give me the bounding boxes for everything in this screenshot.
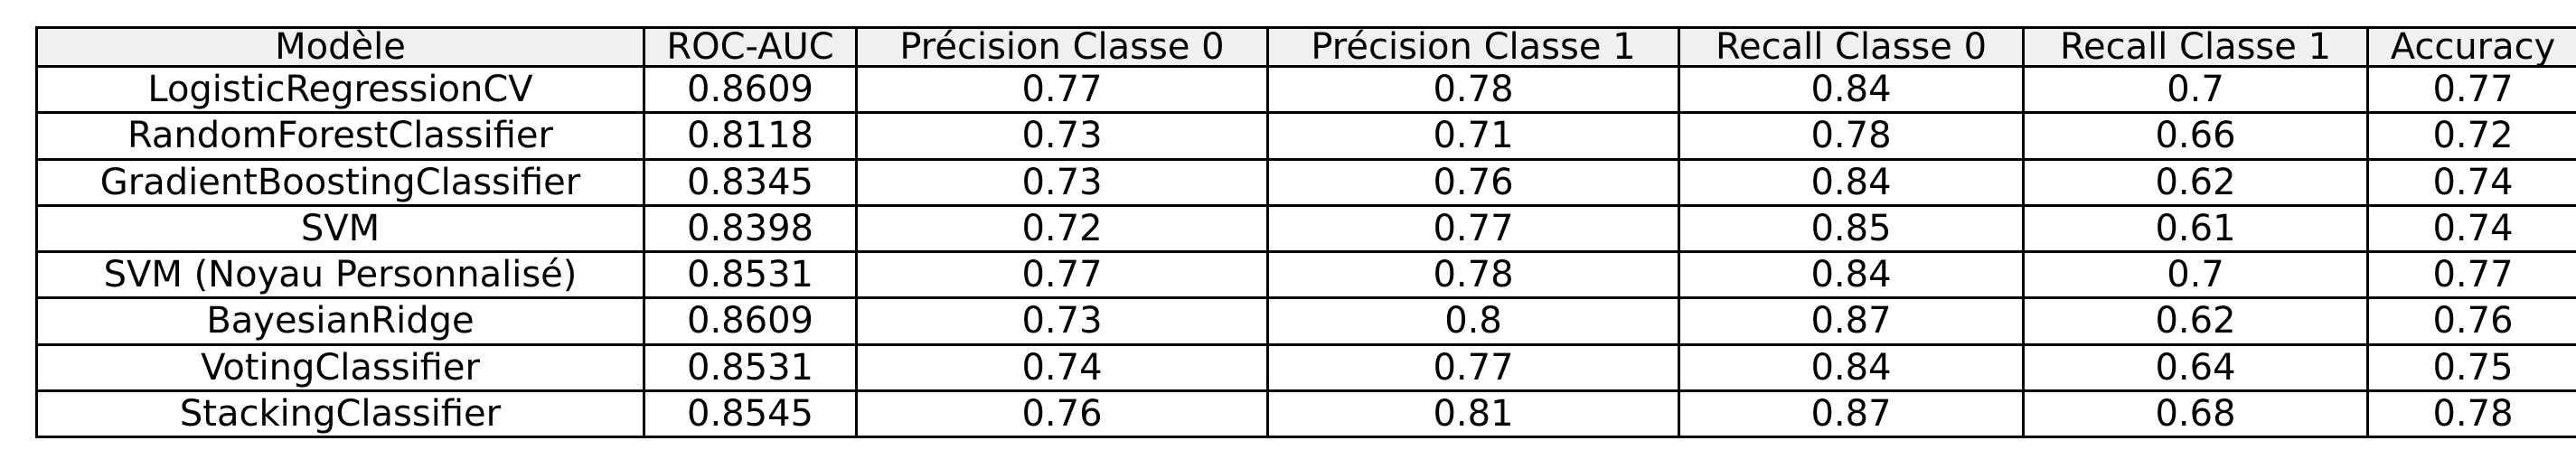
metric-cell-recall-classe-1: 0.62 (2022, 296, 2369, 346)
metric-cell-recall-classe-1: 0.68 (2022, 389, 2369, 439)
metric-cell-recall-classe-1: 0.66 (2022, 111, 2369, 161)
metric-cell-accuracy: 0.77 (2366, 64, 2576, 115)
metric-cell-accuracy: 0.75 (2366, 342, 2576, 392)
metric-cell-recall-classe-0: 0.84 (1678, 342, 2025, 392)
metric-cell-roc-auc: 0.8609 (643, 64, 858, 115)
metric-cell-recall-classe-0: 0.78 (1678, 111, 2025, 161)
table-row: GradientBoostingClassifier 0.8345 0.73 0.76… (35, 157, 2576, 207)
metric-cell-accuracy: 0.76 (2366, 296, 2576, 346)
metric-cell-roc-auc: 0.8531 (643, 249, 858, 300)
column-header-precision-classe-1: Précision Classe 1 (1266, 26, 1680, 68)
table-row: StackingClassifier 0.8545 0.76 0.81 0.87 0.68… (35, 389, 2576, 439)
metric-cell-precision-classe-0: 0.73 (855, 296, 1269, 346)
metric-cell-roc-auc: 0.8545 (643, 389, 858, 439)
metric-cell-recall-classe-0: 0.87 (1678, 296, 2025, 346)
table-row: VotingClassifier 0.8531 0.74 0.77 0.84 0.64 0.… (35, 342, 2576, 392)
metric-cell-precision-classe-0: 0.73 (855, 157, 1269, 207)
metric-cell-accuracy: 0.78 (2366, 389, 2576, 439)
table-row: RandomForestClassifier 0.8118 0.73 0.71 0.78… (35, 111, 2576, 161)
metric-cell-precision-classe-1: 0.78 (1266, 249, 1680, 300)
metric-cell-accuracy: 0.74 (2366, 203, 2576, 254)
model-name-cell: LogisticRegressionCV (35, 64, 645, 115)
metric-cell-recall-classe-0: 0.84 (1678, 64, 2025, 115)
column-header-accuracy: Accuracy (2366, 26, 2576, 68)
model-name-cell: SVM (Noyau Personnalisé) (35, 249, 645, 300)
metric-cell-roc-auc: 0.8609 (643, 296, 858, 346)
metric-cell-recall-classe-1: 0.64 (2022, 342, 2369, 392)
model-name-cell: StackingClassifier (35, 389, 645, 439)
model-name-cell: VotingClassifier (35, 342, 645, 392)
column-header-recall-classe-1: Recall Classe 1 (2022, 26, 2369, 68)
metric-cell-recall-classe-1: 0.7 (2022, 249, 2369, 300)
table-row: SVM (Noyau Personnalisé) 0.8531 0.77 0.78 0.… (35, 249, 2576, 300)
table-header: Modèle ROC-AUC Précision Classe 0 Précision… (35, 26, 2576, 68)
column-header-precision-classe-0: Précision Classe 0 (855, 26, 1269, 68)
column-header-roc-auc: ROC-AUC (643, 26, 858, 68)
metric-cell-precision-classe-1: 0.78 (1266, 64, 1680, 115)
metric-cell-precision-classe-0: 0.73 (855, 111, 1269, 161)
metric-cell-recall-classe-0: 0.87 (1678, 389, 2025, 439)
metric-cell-accuracy: 0.72 (2366, 111, 2576, 161)
metric-cell-precision-classe-1: 0.76 (1266, 157, 1680, 207)
metric-cell-recall-classe-0: 0.85 (1678, 203, 2025, 254)
model-name-cell: RandomForestClassifier (35, 111, 645, 161)
metric-cell-roc-auc: 0.8531 (643, 342, 858, 392)
metric-cell-accuracy: 0.77 (2366, 249, 2576, 300)
metric-cell-roc-auc: 0.8345 (643, 157, 858, 207)
column-header-modele: Modèle (35, 26, 645, 68)
table-row: BayesianRidge 0.8609 0.73 0.8 0.87 0.62 0.76 (35, 296, 2576, 346)
model-name-cell: BayesianRidge (35, 296, 645, 346)
column-header-recall-classe-0: Recall Classe 0 (1678, 26, 2025, 68)
table-row: LogisticRegressionCV 0.8609 0.77 0.78 0.84 0.… (35, 64, 2576, 115)
metric-cell-roc-auc: 0.8118 (643, 111, 858, 161)
metric-cell-precision-classe-1: 0.8 (1266, 296, 1680, 346)
table-body: LogisticRegressionCV 0.8609 0.77 0.78 0.84 0.… (35, 64, 2576, 439)
metric-cell-precision-classe-0: 0.77 (855, 249, 1269, 300)
metric-cell-precision-classe-0: 0.72 (855, 203, 1269, 254)
metric-cell-accuracy: 0.74 (2366, 157, 2576, 207)
metric-cell-precision-classe-1: 0.77 (1266, 203, 1680, 254)
metric-cell-precision-classe-0: 0.74 (855, 342, 1269, 392)
metric-cell-precision-classe-0: 0.76 (855, 389, 1269, 439)
metric-cell-recall-classe-0: 0.84 (1678, 249, 2025, 300)
metric-cell-precision-classe-1: 0.81 (1266, 389, 1680, 439)
metric-cell-roc-auc: 0.8398 (643, 203, 858, 254)
metric-cell-recall-classe-1: 0.62 (2022, 157, 2369, 207)
table-row: SVM 0.8398 0.72 0.77 0.85 0.61 0.74 (35, 203, 2576, 254)
header-row: Modèle ROC-AUC Précision Classe 0 Précision… (35, 26, 2576, 68)
model-name-cell: SVM (35, 203, 645, 254)
metric-cell-recall-classe-1: 0.7 (2022, 64, 2369, 115)
model-name-cell: GradientBoostingClassifier (35, 157, 645, 207)
metric-cell-precision-classe-0: 0.77 (855, 64, 1269, 115)
results-table: Modèle ROC-AUC Précision Classe 0 Précision… (35, 26, 2576, 439)
metric-cell-precision-classe-1: 0.77 (1266, 342, 1680, 392)
metric-cell-precision-classe-1: 0.71 (1266, 111, 1680, 161)
metric-cell-recall-classe-0: 0.84 (1678, 157, 2025, 207)
metric-cell-recall-classe-1: 0.61 (2022, 203, 2369, 254)
